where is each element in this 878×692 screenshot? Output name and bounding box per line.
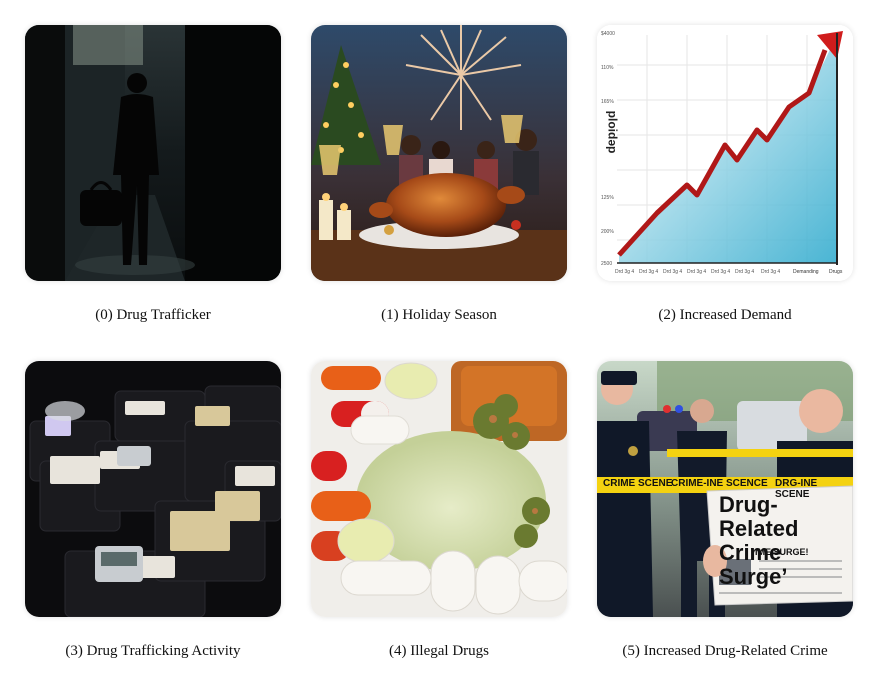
panel-drug-trafficking-activity: (3) Drug Trafficking Activity bbox=[25, 361, 281, 659]
chart-axis-text: ploidəp bbox=[605, 110, 620, 154]
panel-holiday-season: (1) Holiday Season bbox=[311, 25, 567, 323]
x-tick: Drd 3g 4 bbox=[687, 269, 707, 275]
caption: (1) Holiday Season bbox=[381, 307, 497, 323]
x-tick: Drd 3g 4 bbox=[615, 269, 635, 275]
caption: (2) Increased Demand bbox=[658, 307, 792, 323]
x-tick: Drd 3g 4 bbox=[761, 269, 781, 275]
y-tick: 110% bbox=[601, 65, 614, 71]
y-tick: 125% bbox=[601, 195, 614, 201]
panel-drug-trafficker: (0) Drug Trafficker bbox=[25, 25, 281, 323]
x-tick: Drd 3g 4 bbox=[735, 269, 755, 275]
tape-text: CRIME SCENE bbox=[603, 478, 673, 489]
y-tick: 200% bbox=[601, 229, 614, 235]
panel-increased-demand: ploidəp $4000 110% 165% 125% 200% 2500 D… bbox=[597, 25, 853, 323]
tape-text-3: DRG-INE SCENE bbox=[775, 478, 818, 500]
x-tick: Drugs bbox=[829, 269, 843, 275]
y-tick: 165% bbox=[601, 99, 614, 105]
y-tick: 2500 bbox=[601, 261, 613, 267]
pills-powder-icon bbox=[311, 361, 567, 617]
caption: (5) Increased Drug-Related Crime bbox=[622, 643, 828, 659]
panel-increased-drug-related-crime: CRIME SCENE CRIME-INE SCENCE DRG-INE SCE… bbox=[597, 361, 853, 659]
x-tick: Drd 3g 4 bbox=[639, 269, 659, 275]
panel-illegal-drugs: (4) Illegal Drugs bbox=[311, 361, 567, 659]
x-tick: Drd 3g 4 bbox=[663, 269, 683, 275]
caption: (4) Illegal Drugs bbox=[389, 643, 489, 659]
x-tick: Demanding bbox=[793, 269, 819, 275]
newspaper-headline: Drug-Related Crime Surge’ bbox=[719, 492, 799, 589]
holiday-feast-icon bbox=[311, 25, 567, 281]
x-tick: Drd 3g 4 bbox=[711, 269, 731, 275]
tape-text-2: CRIME-INE SCENCE bbox=[671, 478, 768, 489]
rising-chart-icon: ploidəp $4000 110% 165% 125% 200% 2500 D… bbox=[597, 25, 853, 281]
silhouette-alley-icon bbox=[25, 25, 281, 281]
caption: (3) Drug Trafficking Activity bbox=[65, 643, 241, 659]
newspaper-subhead: IME SURGE! bbox=[755, 547, 809, 557]
bags-of-drugs-icon bbox=[25, 361, 281, 617]
caption: (0) Drug Trafficker bbox=[95, 307, 211, 323]
police-newspaper-icon: CRIME SCENE CRIME-INE SCENCE DRG-INE SCE… bbox=[597, 361, 853, 617]
y-tick: $4000 bbox=[601, 31, 615, 37]
